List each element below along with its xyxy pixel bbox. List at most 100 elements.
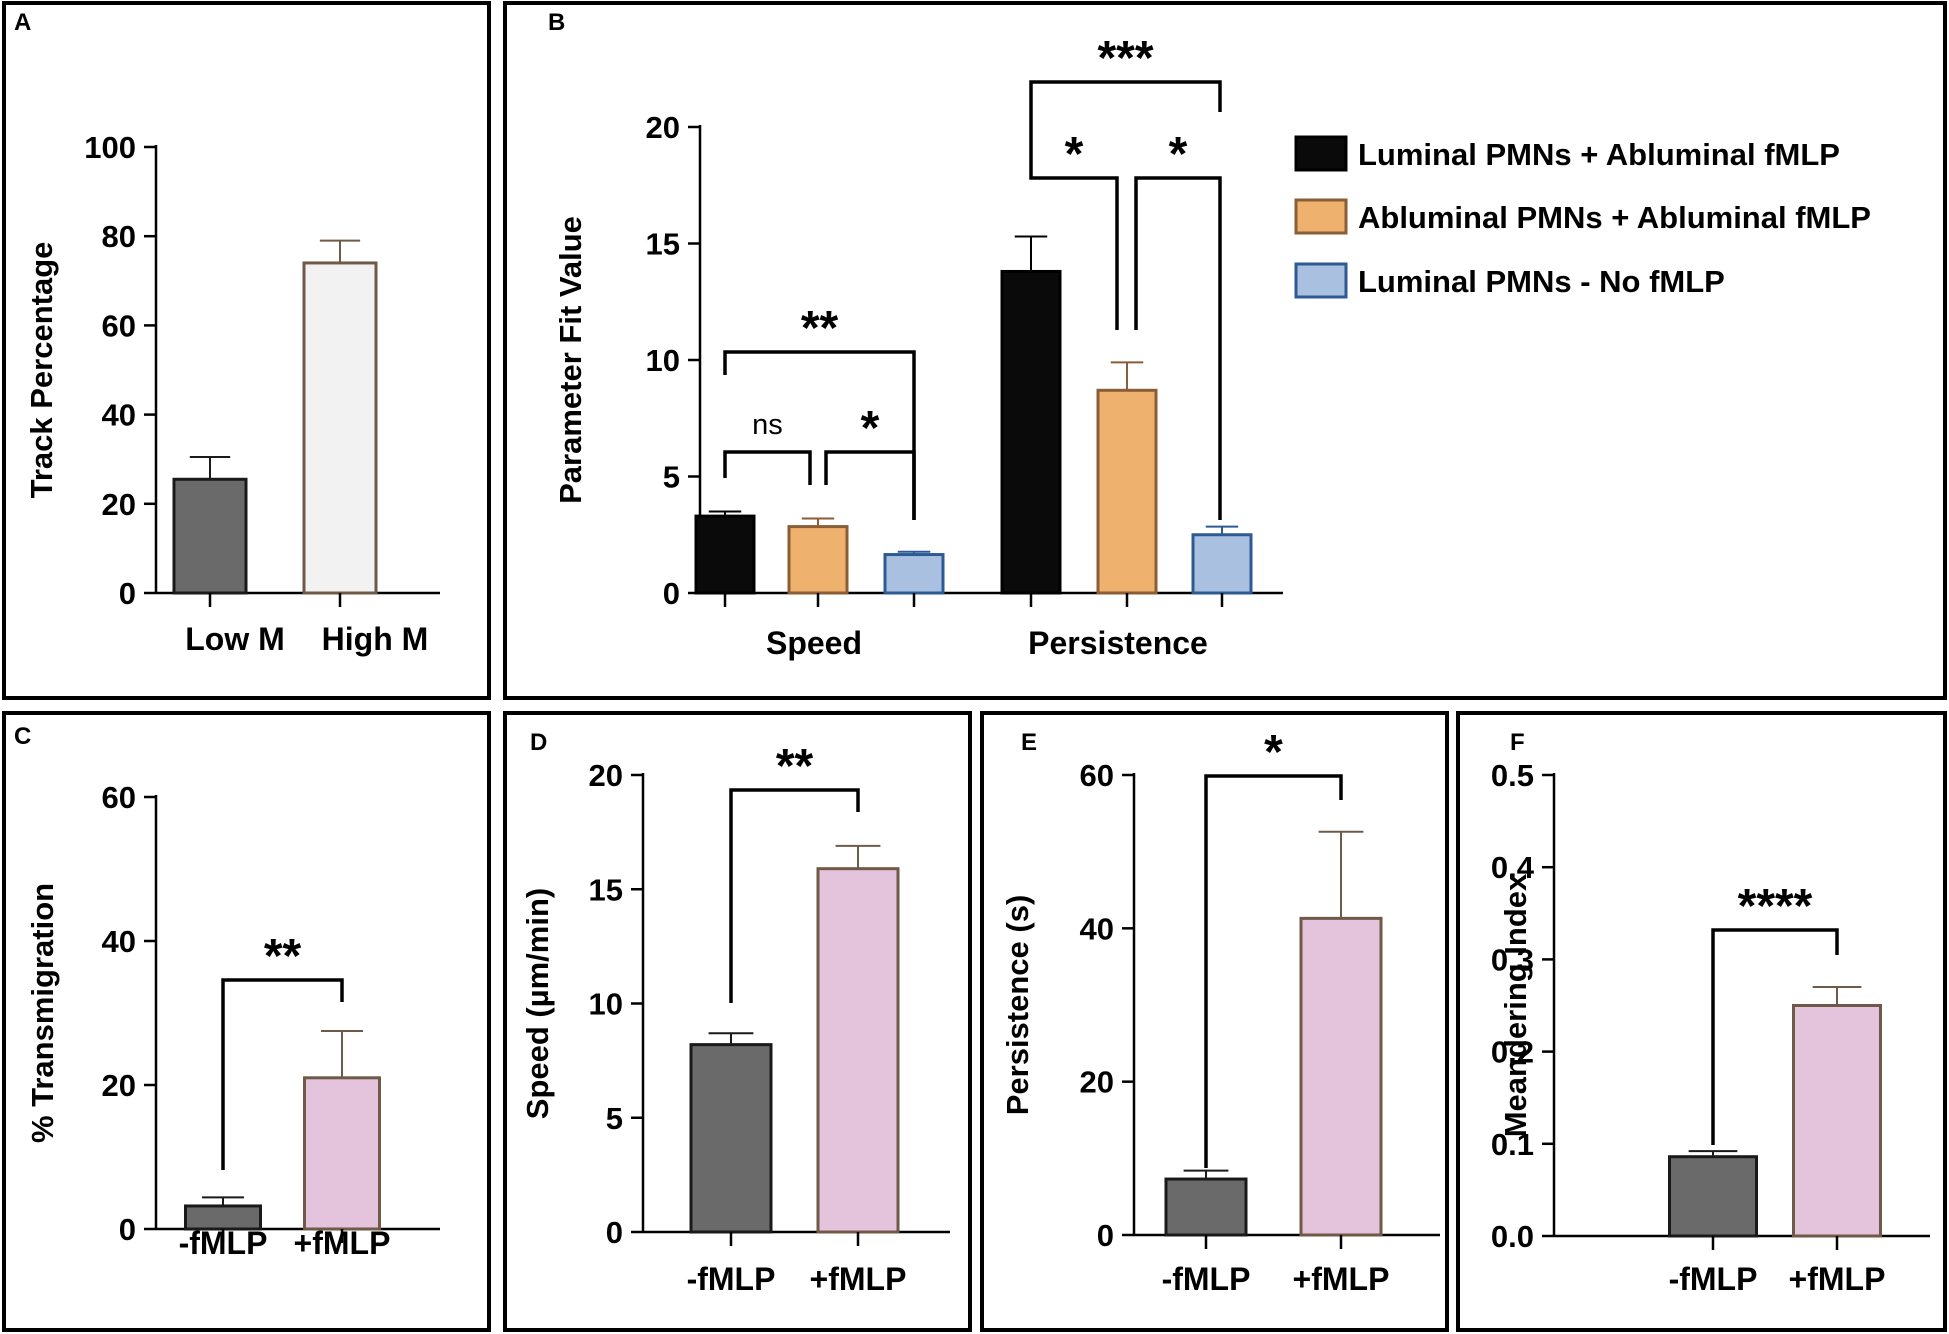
panel-b: B 0 5 10 15 20 Parameter Fit Value Speed Persist…: [503, 1, 1947, 700]
significance-bracket: [729, 788, 860, 1003]
panel-frame: [503, 711, 972, 1332]
x-tick-label: +fMLP: [294, 1225, 391, 1261]
y-tick-label: 0.2: [1491, 1035, 1534, 1070]
bar: [1164, 1177, 1248, 1237]
y-tick-label: 20: [102, 1068, 136, 1103]
panel-label: F: [1510, 729, 1525, 756]
x-tick-label: Speed: [766, 625, 862, 661]
panel-frame: [980, 711, 1449, 1332]
panel-label: E: [1021, 729, 1037, 756]
y-tick-label: 0: [119, 1212, 136, 1247]
bar: [694, 514, 756, 595]
significance-label: *: [1264, 726, 1283, 779]
bar: [787, 525, 849, 595]
x-tick-label: +fMLP: [1293, 1261, 1390, 1297]
significance-label: *: [861, 402, 880, 455]
bar: [689, 1043, 773, 1234]
x-tick-label: +fMLP: [1789, 1261, 1886, 1297]
x-tick-label: -fMLP: [1162, 1261, 1251, 1297]
y-tick-label: 0: [663, 576, 680, 611]
bar: [1191, 533, 1253, 595]
y-axis-title: Speed (µm/min): [520, 888, 555, 1119]
panel-f: F 0.0 0.1 0.2 0.3 0.4 0.5 Meandering Index -fMLP…: [1456, 711, 1947, 1332]
y-tick-label: 0.3: [1491, 942, 1534, 977]
y-tick-label: 0.4: [1491, 850, 1535, 885]
bar: [883, 553, 945, 595]
y-tick-label: 0: [119, 576, 136, 611]
x-tick-label: Low M: [185, 621, 285, 657]
significance-label: **: [776, 740, 814, 793]
y-tick-label: 5: [663, 460, 680, 495]
y-tick-label: 60: [1080, 758, 1114, 793]
panel-frame: [503, 1, 1947, 700]
significance-bracket: [1204, 774, 1343, 1168]
significance-label: ****: [1738, 880, 1813, 933]
significance-bracket: [1029, 80, 1222, 150]
y-tick-label: 40: [102, 398, 136, 433]
significance-label: **: [801, 302, 839, 355]
legend-swatch: [1294, 135, 1348, 172]
panel-a: A 0 20 40 60 80 100 Track Percentage Low M High M: [2, 1, 491, 700]
y-tick-label: 100: [84, 130, 136, 165]
significance-bracket: [221, 978, 344, 1170]
significance-bracket: [824, 450, 916, 520]
y-tick-label: 0: [606, 1215, 623, 1250]
x-tick-label: -fMLP: [687, 1261, 776, 1297]
significance-label: ***: [1097, 32, 1153, 85]
bar: [1096, 388, 1158, 595]
bar: [1299, 916, 1383, 1237]
panel-label: B: [548, 9, 565, 36]
significance-label: *: [1065, 128, 1084, 181]
significance-label: *: [1169, 128, 1188, 181]
significance-label: ns: [752, 409, 783, 441]
legend-label: Luminal PMNs - No fMLP: [1358, 264, 1725, 299]
significance-bracket: [723, 350, 916, 520]
panel-label: D: [530, 729, 547, 756]
legend-swatch: [1294, 198, 1348, 235]
significance-bracket: [723, 450, 812, 485]
legend-swatch: [1294, 262, 1348, 299]
bar: [1668, 1155, 1758, 1238]
y-tick-label: 0.5: [1491, 758, 1534, 793]
y-tick-label: 40: [1080, 911, 1114, 946]
significance-bracket: [1134, 176, 1222, 520]
legend-label: Luminal PMNs + Abluminal fMLP: [1358, 137, 1840, 172]
bar: [302, 261, 378, 595]
bar: [1000, 269, 1062, 595]
panel-frame: [2, 1, 491, 700]
bar: [172, 477, 248, 595]
y-tick-label: 20: [646, 110, 680, 145]
panel-frame: [2, 711, 491, 1332]
x-tick-label: +fMLP: [810, 1261, 907, 1297]
y-tick-label: 40: [102, 924, 136, 959]
y-axis-title: Parameter Fit Value: [553, 216, 588, 504]
bar: [1792, 1004, 1882, 1238]
y-tick-label: 10: [646, 343, 680, 378]
x-tick-label: -fMLP: [179, 1225, 268, 1261]
y-tick-label: 0.0: [1491, 1219, 1534, 1254]
y-tick-label: 60: [102, 780, 136, 815]
bar: [816, 867, 900, 1234]
x-tick-label: Persistence: [1028, 625, 1208, 661]
y-axis-title: % Transmigration: [25, 883, 60, 1143]
significance-label: **: [264, 930, 302, 983]
x-tick-label: -fMLP: [1669, 1261, 1758, 1297]
y-tick-label: 80: [102, 219, 136, 254]
y-tick-label: 15: [646, 227, 680, 262]
y-axis-title: Meandering Index: [1498, 873, 1533, 1137]
y-tick-label: 60: [102, 308, 136, 343]
significance-bracket: [1029, 150, 1119, 330]
panel-label: A: [14, 9, 31, 36]
panel-label: C: [14, 723, 31, 750]
y-tick-label: 0.1: [1491, 1127, 1534, 1162]
significance-bracket: [1711, 928, 1839, 1145]
y-tick-label: 5: [606, 1101, 623, 1136]
y-tick-label: 20: [1080, 1065, 1114, 1100]
y-tick-label: 0: [1097, 1218, 1114, 1253]
x-tick-label: High M: [322, 621, 429, 657]
y-axis-title: Persistence (s): [1000, 895, 1035, 1116]
legend-label: Abluminal PMNs + Abluminal fMLP: [1358, 200, 1871, 235]
panel-e: E 0 20 40 60 Persistence (s) -fMLP +fMLP *: [980, 711, 1449, 1332]
panel-c: C 0 20 40 60 % Transmigration -fMLP +fMLP **: [2, 711, 491, 1332]
